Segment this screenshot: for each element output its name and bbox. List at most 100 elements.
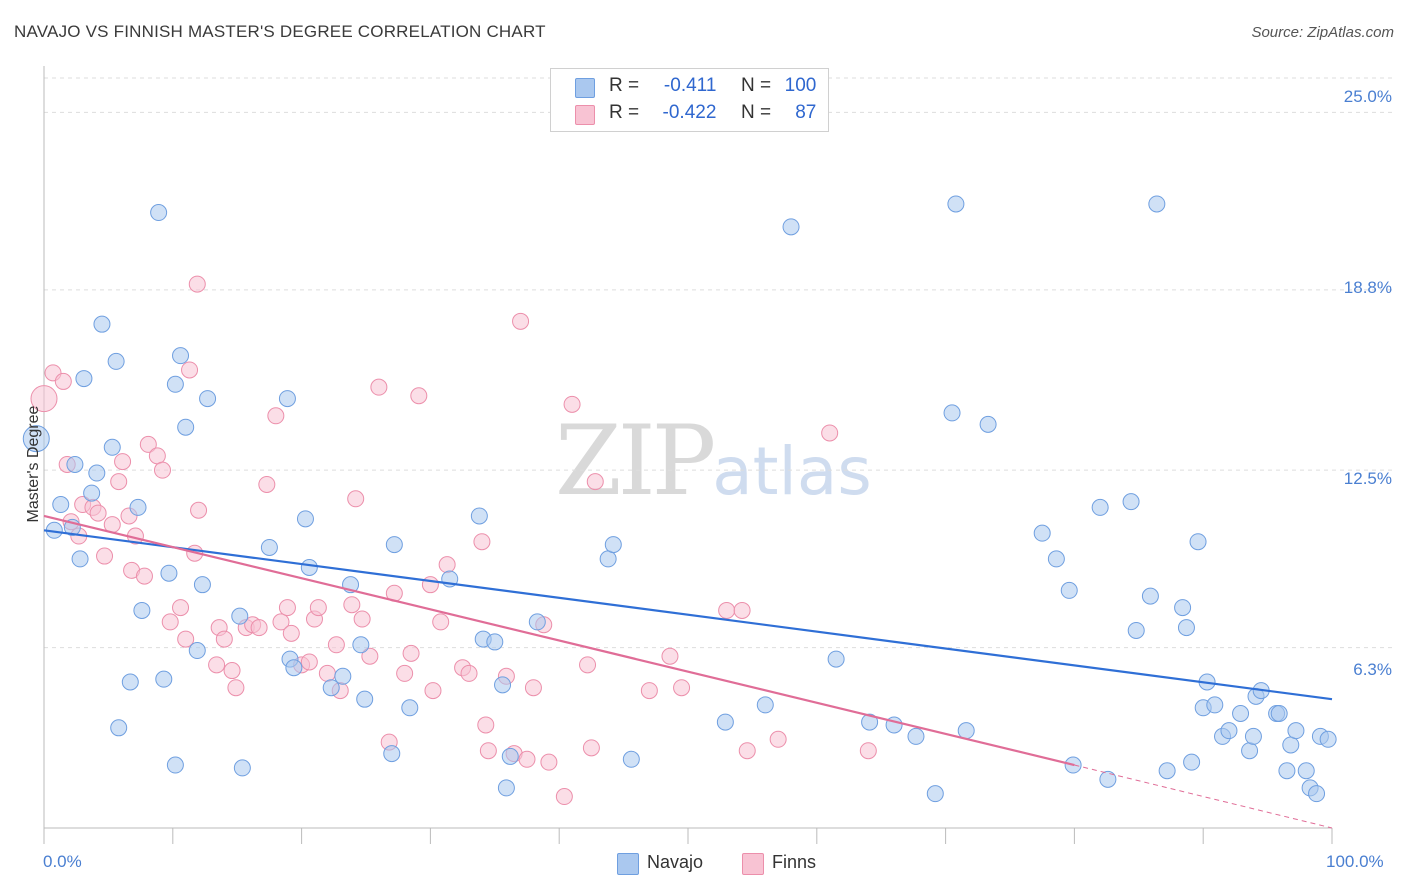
navajo-point bbox=[1282, 736, 1300, 754]
finns-point bbox=[327, 636, 345, 654]
finns-point bbox=[188, 275, 206, 293]
finns-point bbox=[347, 490, 365, 508]
navajo-point bbox=[1127, 621, 1145, 639]
finns-point bbox=[540, 753, 558, 771]
finns-point bbox=[309, 599, 327, 617]
navajo-point bbox=[1122, 493, 1140, 511]
finns-point bbox=[30, 385, 58, 413]
finns-trend-line bbox=[43, 514, 1075, 767]
finns-point bbox=[96, 547, 114, 565]
navajo-point bbox=[233, 759, 251, 777]
watermark-atlas: atlas bbox=[712, 433, 872, 510]
finns-point bbox=[661, 647, 679, 665]
finns-point bbox=[139, 435, 157, 453]
finns-point bbox=[477, 716, 495, 734]
finns-point bbox=[153, 461, 171, 479]
y-tick-label: 18.8% bbox=[1343, 278, 1392, 297]
finns-point bbox=[733, 601, 751, 619]
navajo-point bbox=[107, 352, 125, 370]
navajo-point bbox=[1297, 762, 1315, 780]
navajo-point bbox=[133, 601, 151, 619]
finns-point bbox=[181, 361, 199, 379]
finns-point bbox=[353, 610, 371, 628]
navajo-point bbox=[1177, 619, 1195, 637]
finns-point bbox=[821, 424, 839, 442]
navajo-legend-swatch bbox=[617, 853, 639, 875]
finns-point bbox=[190, 501, 208, 519]
navajo-point bbox=[93, 315, 111, 333]
navajo-point bbox=[193, 576, 211, 594]
n-value: 100 bbox=[784, 75, 817, 96]
navajo-point bbox=[1099, 770, 1117, 788]
navajo-point bbox=[1141, 587, 1159, 605]
navajo-point bbox=[1270, 704, 1288, 722]
finns-point bbox=[223, 662, 241, 680]
source-credit: Source: ZipAtlas.com bbox=[1251, 24, 1394, 41]
navajo-point bbox=[83, 484, 101, 502]
navajo-point bbox=[66, 455, 84, 473]
navajo-point bbox=[322, 679, 340, 697]
navajo-point bbox=[907, 727, 925, 745]
finns-point bbox=[172, 599, 190, 617]
finns-point bbox=[114, 453, 132, 471]
finns-point bbox=[421, 576, 439, 594]
navajo-point bbox=[52, 496, 70, 514]
navajo-point bbox=[22, 425, 50, 453]
x-tick-label-max: 100.0% bbox=[1326, 852, 1384, 871]
navajo-point bbox=[110, 719, 128, 737]
navajo-point bbox=[199, 390, 217, 408]
finns-point bbox=[272, 613, 290, 631]
n-label: N = bbox=[740, 102, 772, 123]
finns-point bbox=[54, 372, 72, 390]
navajo-point bbox=[285, 659, 303, 677]
y-tick-label: 12.5% bbox=[1343, 469, 1392, 488]
finns-point bbox=[410, 387, 428, 405]
navajo-legend-label: Navajo bbox=[647, 852, 704, 872]
navajo-point bbox=[947, 195, 965, 213]
finns-point bbox=[673, 679, 691, 697]
finns-point bbox=[460, 664, 478, 682]
finns-point bbox=[89, 504, 107, 522]
finns-swatch bbox=[575, 105, 595, 125]
finns-point bbox=[250, 619, 268, 637]
navajo-point bbox=[1060, 581, 1078, 599]
finns-legend-label: Finns bbox=[772, 852, 817, 872]
navajo-point bbox=[166, 756, 184, 774]
navajo-swatch bbox=[575, 78, 595, 98]
chart-title: NAVAJO VS FINNISH MASTER'S DEGREE CORREL… bbox=[14, 22, 546, 41]
navajo-point bbox=[300, 559, 318, 577]
watermark: ZIPatlas bbox=[555, 405, 872, 517]
finns-point bbox=[282, 624, 300, 642]
navajo-point bbox=[356, 690, 374, 708]
legend-text-finns: R = -0.422 N = 87 bbox=[609, 102, 816, 124]
finns-point bbox=[479, 742, 497, 760]
navajo-point bbox=[1308, 785, 1326, 803]
navajo-point bbox=[756, 696, 774, 714]
finns-point bbox=[518, 750, 536, 768]
n-value: 87 bbox=[795, 102, 817, 123]
r-label: R = bbox=[609, 102, 640, 123]
navajo-point bbox=[296, 510, 314, 528]
legend-text-navajo: R = -0.411 N = 100 bbox=[609, 75, 816, 97]
finns-point bbox=[177, 630, 195, 648]
y-axis-label: Master's Degree bbox=[25, 405, 42, 523]
navajo-point bbox=[1319, 730, 1337, 748]
finns-point bbox=[718, 601, 736, 619]
navajo-trend-line bbox=[43, 529, 1333, 701]
navajo-point bbox=[103, 438, 121, 456]
navajo-point bbox=[1206, 696, 1224, 714]
finns-point bbox=[396, 664, 414, 682]
finns-point bbox=[148, 447, 166, 465]
navajo-point bbox=[1189, 533, 1207, 551]
navajo-point bbox=[352, 636, 370, 654]
navajo-point bbox=[979, 415, 997, 433]
finns-point bbox=[300, 653, 318, 671]
navajo-point bbox=[71, 550, 89, 568]
finns-point bbox=[135, 567, 153, 585]
navajo-point bbox=[494, 676, 512, 694]
finns-point bbox=[473, 533, 491, 551]
correlation-legend: R = -0.411 N = 100 R = -0.422 N = 87 bbox=[550, 68, 829, 132]
navajo-point bbox=[782, 218, 800, 236]
navajo-point bbox=[1091, 498, 1109, 516]
navajo-point bbox=[1232, 704, 1250, 722]
